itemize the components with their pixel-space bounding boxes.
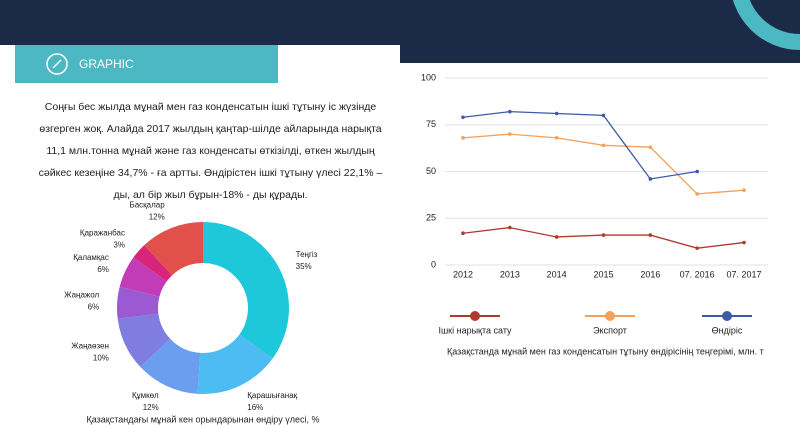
slice-value: 35% xyxy=(296,262,312,271)
line-caption: Қазақстанда мұнай мен газ конденсатын тұ… xyxy=(447,346,764,356)
point xyxy=(461,136,465,140)
point xyxy=(554,111,559,116)
x-tick-label: 07. 2017 xyxy=(726,269,761,279)
point xyxy=(601,143,606,148)
donut-slice xyxy=(117,286,160,319)
legend-label: Ішкі нарықта сату xyxy=(438,325,512,335)
slice-label: Жаңаөзен xyxy=(71,341,109,350)
donut-slice xyxy=(119,257,167,297)
slice-value: 16% xyxy=(247,403,263,412)
series-line xyxy=(462,226,745,249)
slice-value: 12% xyxy=(143,403,159,412)
point xyxy=(554,235,559,239)
donut-caption: Қазақстандағы мұнай кен орындарынан өнді… xyxy=(87,414,320,424)
point xyxy=(695,192,699,196)
donut-slice xyxy=(133,245,173,282)
point xyxy=(554,136,559,140)
x-tick-label: 07. 2016 xyxy=(680,269,715,279)
header-box xyxy=(15,45,278,83)
point xyxy=(648,145,653,149)
legend-marker xyxy=(605,311,615,321)
point xyxy=(461,115,465,120)
header-icon xyxy=(46,53,68,75)
top-band-right xyxy=(400,0,800,63)
slice-value: 12% xyxy=(149,212,165,221)
series-line xyxy=(462,133,745,195)
slice-label: Теңгіз xyxy=(296,250,318,259)
point xyxy=(648,233,653,237)
legend-label: Өндіріс xyxy=(712,325,743,335)
donut-slice xyxy=(117,313,171,367)
point xyxy=(695,169,699,174)
point xyxy=(461,231,465,236)
slice-label: Қарашығанақ xyxy=(247,391,297,400)
point xyxy=(508,109,512,114)
point xyxy=(601,233,606,237)
point xyxy=(508,132,512,136)
point xyxy=(695,246,699,250)
legend-marker xyxy=(470,311,480,321)
slice-label: Құмкөл xyxy=(132,391,159,400)
slice-label: Қаражанбас xyxy=(80,228,125,237)
slice-value: 6% xyxy=(88,303,100,312)
x-tick-label: 2013 xyxy=(500,269,520,279)
y-tick-label: 0 xyxy=(431,259,436,269)
donut-slice xyxy=(203,222,290,359)
header-icon xyxy=(52,59,62,69)
slice-value: 6% xyxy=(97,265,109,274)
x-tick-label: 2016 xyxy=(640,269,660,279)
point xyxy=(742,240,746,245)
point xyxy=(508,225,512,230)
y-tick-label: 75 xyxy=(426,119,436,129)
slice-value: 10% xyxy=(93,353,109,362)
donut-slice xyxy=(197,334,273,394)
y-tick-label: 25 xyxy=(426,213,436,223)
header-title: GRAPHIC xyxy=(79,57,134,71)
series-line xyxy=(462,111,698,180)
donut-slice xyxy=(140,338,201,394)
point xyxy=(648,177,653,181)
legend-marker xyxy=(722,311,732,321)
donut-slice xyxy=(144,222,203,276)
slice-label: Жаңажол xyxy=(64,291,99,300)
paragraph: Соңғы бес жылда мұнай мен газ конденсаты… xyxy=(38,101,383,201)
point xyxy=(742,188,746,192)
point xyxy=(601,113,606,118)
x-tick-label: 2014 xyxy=(547,269,567,279)
x-tick-label: 2012 xyxy=(453,269,473,279)
y-tick-label: 100 xyxy=(421,72,436,82)
x-tick-label: 2015 xyxy=(593,269,613,279)
slice-value: 3% xyxy=(113,240,125,249)
slice-label: Басқалар xyxy=(129,200,165,209)
legend-label: Экспорт xyxy=(593,325,627,335)
slice-label: Қаламқас xyxy=(73,253,109,262)
y-tick-label: 50 xyxy=(426,166,436,176)
